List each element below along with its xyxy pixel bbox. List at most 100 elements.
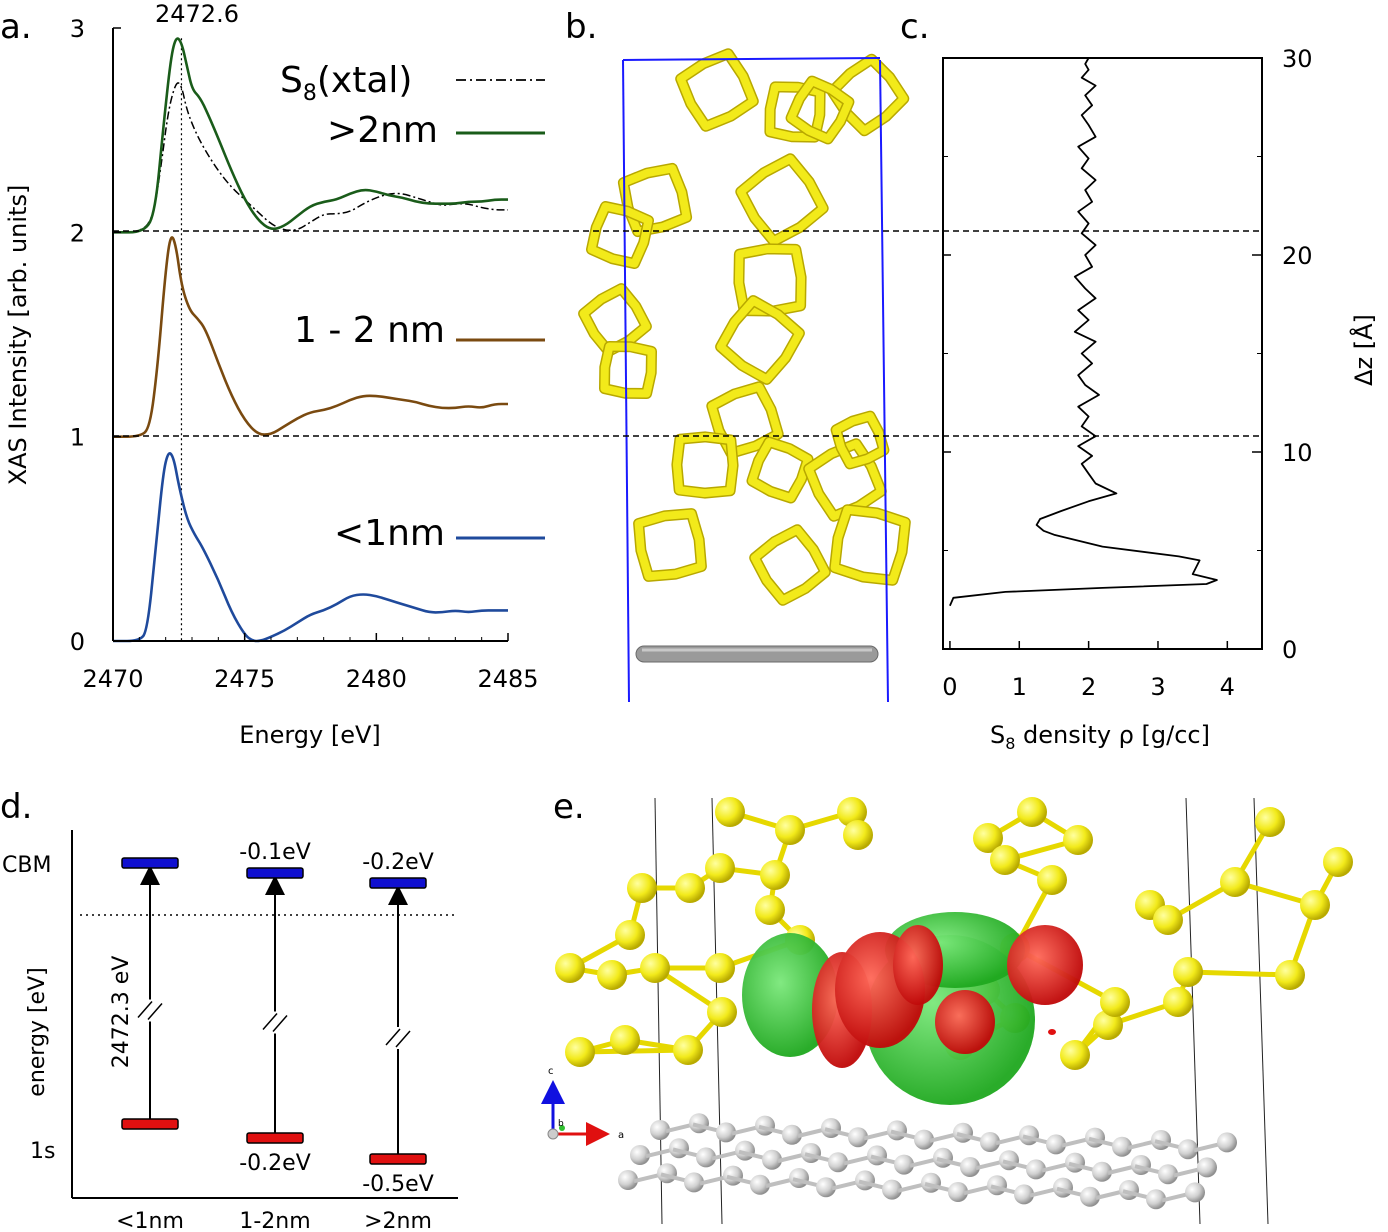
panel-b-letter: b.	[565, 7, 597, 47]
s8-ring	[765, 82, 825, 142]
core-label: 1s	[30, 1139, 55, 1164]
sulfur-atom	[673, 1035, 703, 1065]
carbon-atom	[948, 1182, 968, 1202]
panel-d-energy-diagram: CBM 1s energy [eV] 2472.3 eV <1nm -0.1eV -…	[2, 830, 458, 1232]
sulfur-atom	[1255, 807, 1285, 837]
sulfur-atom	[843, 820, 873, 850]
s8-ring	[787, 77, 853, 143]
orbital-lobe-negative	[935, 990, 995, 1054]
s8-ring	[634, 509, 706, 581]
x-tick-label-a: 2470	[82, 665, 143, 693]
d-y-axis-label: energy [eV]	[25, 967, 50, 1096]
panel-b-s8-structure	[578, 48, 911, 703]
axis-label-b: b	[558, 1119, 564, 1129]
axis-break-mark	[395, 1030, 411, 1048]
carbon-atom	[1178, 1139, 1198, 1160]
y-tick-label-c: 10	[1282, 439, 1313, 467]
core-level-bar	[246, 1132, 304, 1144]
carbon-atom	[689, 1113, 709, 1134]
x-tick-label-a: 2480	[346, 665, 407, 693]
sulfur-atom	[1060, 1040, 1090, 1070]
carbon-atom	[1131, 1155, 1151, 1175]
peak-annotation: 2472.6	[155, 0, 239, 28]
column-label: <1nm	[116, 1209, 184, 1232]
axis-origin	[547, 1128, 559, 1140]
sulfur-atom	[610, 1025, 640, 1055]
orbital-lobe-negative	[893, 925, 943, 1005]
carbon-atom	[960, 1157, 980, 1177]
carbon-atom	[1119, 1180, 1139, 1200]
cbm-level-bar	[246, 867, 304, 879]
y-tick-label-c: 0	[1282, 636, 1297, 664]
density-profile-line	[949, 57, 1218, 607]
sulfur-atom	[1300, 890, 1330, 920]
sulfur-atom	[755, 895, 785, 925]
carbon-atom	[848, 1127, 868, 1148]
s8-ring	[832, 412, 888, 468]
carbon-atom	[1085, 1127, 1105, 1148]
x-tick-label-c: 0	[942, 673, 957, 701]
sulfur-bond	[1187, 969, 1291, 978]
core-shift-label: -0.5eV	[362, 1172, 434, 1197]
carbon-atom	[1019, 1125, 1039, 1146]
cbm-level-bar	[121, 857, 179, 869]
carbon-atom	[987, 1175, 1007, 1196]
s8-ring	[707, 382, 783, 458]
sulfur-atom	[760, 860, 790, 890]
sulfur-atom	[615, 920, 645, 950]
sulfur-atom	[1323, 847, 1353, 877]
sulfur-atom	[1153, 905, 1183, 935]
s8-ring	[716, 296, 804, 384]
carbon-atom	[1197, 1157, 1217, 1178]
x-tick-label-c: 4	[1220, 673, 1235, 701]
panel-a-letter: a.	[0, 7, 32, 47]
s8-ring-shadow	[749, 524, 831, 606]
panel-e-letter: e.	[553, 787, 585, 827]
axis-label-c: c	[548, 1066, 554, 1077]
s8-ring	[672, 432, 738, 498]
cbm-level-bar	[369, 877, 427, 889]
sulfur-atom	[775, 815, 805, 845]
s8-ring	[736, 154, 828, 246]
sulfur-atom	[565, 1037, 595, 1067]
y-tick-label-c: 20	[1282, 242, 1313, 270]
carbon-atom	[921, 1172, 941, 1193]
s8-ring	[676, 49, 758, 131]
series-1to2nm	[112, 236, 508, 439]
carbon-atom	[696, 1147, 716, 1168]
cell-edge	[1253, 797, 1269, 1225]
carbon-atom	[1080, 1186, 1100, 1207]
sulfur-atom	[1093, 1010, 1123, 1040]
carbon-atom	[882, 1179, 902, 1200]
transition-energy-label: 2472.3 eV	[109, 956, 134, 1069]
sulfur-atom	[627, 873, 657, 903]
carbon-atom	[630, 1145, 650, 1165]
core-level-bar	[121, 1118, 179, 1130]
y-tick-label-a: 2	[70, 219, 85, 247]
sulfur-atom	[715, 797, 745, 827]
carbon-atom	[999, 1150, 1019, 1171]
sulfur-atom	[1275, 960, 1305, 990]
x-tick-label-c: 2	[1081, 673, 1096, 701]
core-level-bar	[369, 1153, 427, 1165]
s8-ring	[748, 438, 812, 502]
sulfur-atom	[597, 960, 627, 990]
axis-break-gap	[384, 1027, 412, 1049]
legend-label-lt1nm: <1nm	[334, 513, 445, 554]
x-tick-label-a: 2485	[477, 665, 538, 693]
carbon-atom	[855, 1170, 875, 1191]
carbon-atom	[762, 1149, 782, 1170]
carbon-atom	[735, 1140, 755, 1161]
carbon-atom	[1112, 1136, 1132, 1157]
graphene-atoms	[618, 1113, 1237, 1210]
series-lt1nm	[113, 452, 508, 643]
carbon-atom	[914, 1129, 934, 1150]
x-axis-label-c: S8 density ρ [g/cc]	[990, 721, 1210, 753]
column-label: >2nm	[364, 1209, 432, 1232]
panel-c-density-chart: 0 1 2 3 4 0 10 20 30 S8 density ρ [g/cc] Δz [Å]	[942, 45, 1378, 753]
y-axis-label-c: Δz [Å]	[1349, 314, 1378, 386]
series-xtal	[112, 82, 508, 234]
carbon-atom	[650, 1120, 670, 1140]
s8-ring	[619, 164, 691, 236]
carbon-atom	[828, 1152, 848, 1173]
